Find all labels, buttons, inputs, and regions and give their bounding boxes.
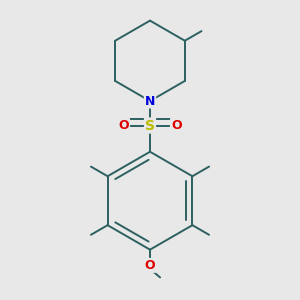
Text: O: O <box>118 119 129 132</box>
Text: S: S <box>145 118 155 133</box>
Text: N: N <box>145 94 155 107</box>
Text: O: O <box>171 119 181 132</box>
Text: O: O <box>145 259 155 272</box>
